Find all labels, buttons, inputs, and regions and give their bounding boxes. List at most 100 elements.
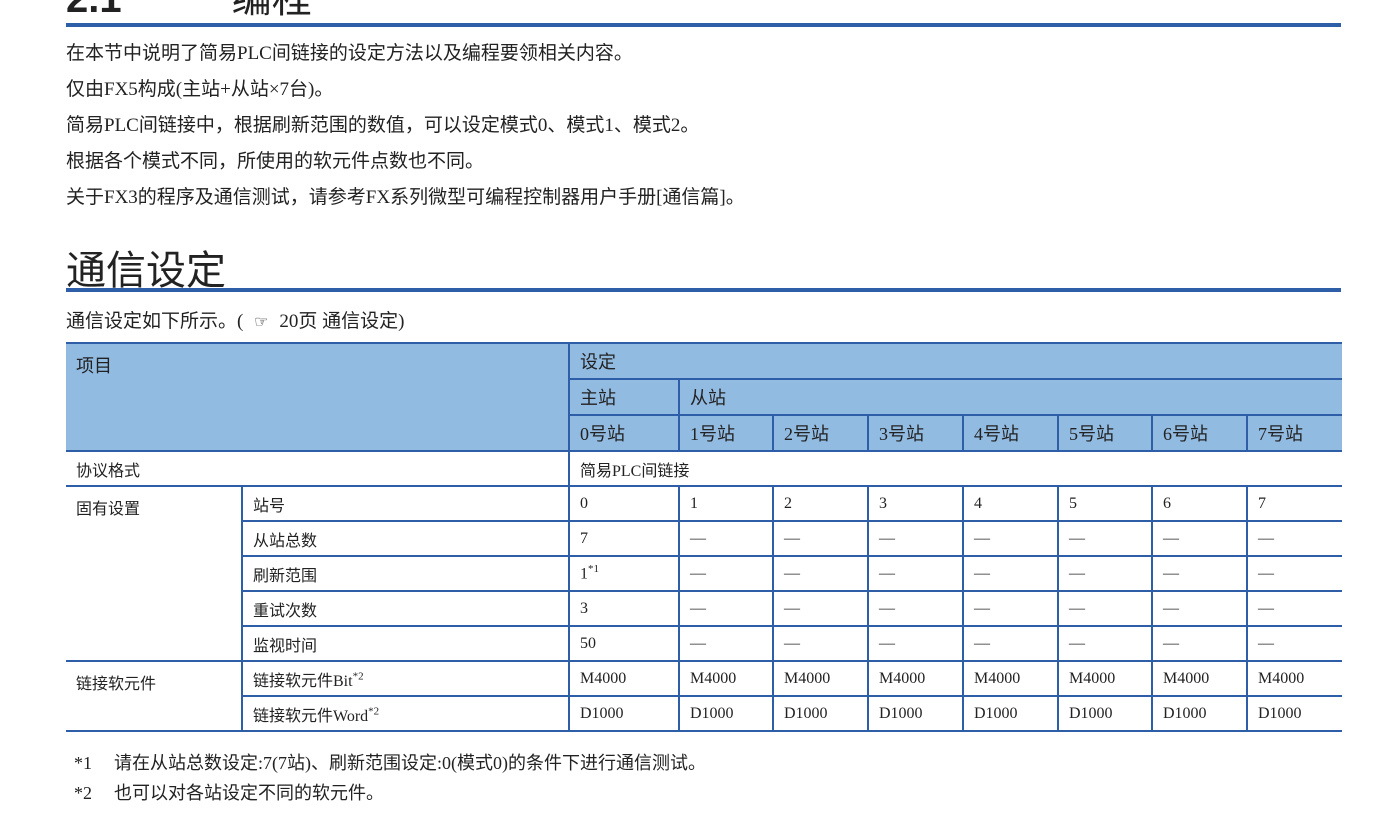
value-text: 2 <box>784 494 792 512</box>
value-cell: — <box>1246 555 1342 592</box>
header-item: 项目 <box>66 342 570 452</box>
value-text: D1000 <box>690 704 734 722</box>
section-title: 编程 <box>232 0 312 21</box>
value-cell: — <box>867 520 964 557</box>
row-name: 链接软元件Bit*2 <box>241 660 570 697</box>
intro-text: 通信设定如下所示。( ☞ 20页 通信设定) <box>66 306 404 333</box>
value-cell: M4000 <box>772 660 869 697</box>
value-text: — <box>974 599 990 617</box>
value-text: — <box>1069 599 1085 617</box>
value-text: 1 <box>690 494 698 512</box>
value-text: 3 <box>580 599 588 617</box>
value-cell: — <box>678 625 774 662</box>
paragraph: 简易PLC间链接中，根据刷新范围的数值，可以设定模式0、模式1、模式2。 <box>66 115 700 136</box>
value-cell: — <box>1057 625 1153 662</box>
value-text: M4000 <box>784 669 831 687</box>
value-cell: — <box>1151 625 1248 662</box>
pointing-hand-icon: ☞ <box>254 314 269 331</box>
header-station: 7号站 <box>1246 414 1342 452</box>
value-cell: 4 <box>962 485 1059 522</box>
value-cell: 6 <box>1151 485 1248 522</box>
value-text: — <box>690 634 706 652</box>
value-cell: D1000 <box>678 695 774 732</box>
value-cell: — <box>1246 625 1342 662</box>
value-text: — <box>690 599 706 617</box>
value-text: — <box>1069 634 1085 652</box>
value-cell: 7 <box>1246 485 1342 522</box>
settings-table: 项目 设定 主站 从站 0号站 1号站 2号站 3号站 4号站 5号站 6号站 7号站 协议格… <box>66 342 1342 732</box>
value-text: M4000 <box>1258 669 1305 687</box>
value-cell: 1 <box>678 485 774 522</box>
table-row: 重试次数 3 — — — — — — — <box>66 590 1342 627</box>
header-station: 4号站 <box>962 414 1059 452</box>
header-station: 0号站 <box>569 414 680 452</box>
value-cell: 1*1 <box>568 555 680 592</box>
footnotes: *1 请在从站总数设定:7(7站)、刷新范围设定:0(模式0)的条件下进行通信测试… <box>74 748 706 808</box>
subsection-title: 通信设定 <box>66 249 226 293</box>
value-cell: — <box>1246 520 1342 557</box>
value-text: M4000 <box>879 669 926 687</box>
value-text: — <box>784 599 800 617</box>
value-cell: — <box>1057 555 1153 592</box>
value-text: — <box>974 634 990 652</box>
value-cell: — <box>678 520 774 557</box>
value-text: D1000 <box>879 704 923 722</box>
row-name: 站号 <box>241 485 570 522</box>
value-cell: M4000 <box>678 660 774 697</box>
header-master: 主站 <box>569 378 680 416</box>
value-text: 7 <box>1258 494 1266 512</box>
section-number: 2.1 <box>66 0 122 21</box>
protocol-label: 协议格式 <box>66 450 570 487</box>
value-cell: 3 <box>867 485 964 522</box>
row-name: 刷新范围 <box>242 555 570 592</box>
value-text: — <box>690 529 706 547</box>
body-text: 在本节中说明了简易PLC间链接的设定方法以及编程要领相关内容。 仅由FX5构成(… <box>66 36 745 216</box>
value-text: 50 <box>580 634 596 652</box>
value-cell: — <box>962 555 1059 592</box>
value-cell: — <box>772 520 869 557</box>
footnote: *2 也可以对各站设定不同的软元件。 <box>74 783 384 803</box>
value-text: — <box>1069 529 1085 547</box>
value-cell: D1000 <box>962 695 1059 732</box>
paragraph: 关于FX3的程序及通信测试，请参考FX系列微型可编程控制器用户手册[通信篇]。 <box>66 187 745 208</box>
fixed-settings-label: 固有设置 <box>66 485 243 662</box>
row-name-text: 监视时间 <box>253 637 318 655</box>
value-text: — <box>1258 564 1274 582</box>
value-text: — <box>879 564 895 582</box>
value-text: D1000 <box>1163 704 1207 722</box>
value-text: 5 <box>1069 494 1077 512</box>
footnote-mark: *1 <box>588 563 599 576</box>
value-cell: — <box>772 625 869 662</box>
value-text: — <box>1258 599 1274 617</box>
paragraph: 仅由FX5构成(主站+从站×7台)。 <box>66 79 334 100</box>
value-cell: — <box>1057 520 1153 557</box>
value-cell: 0 <box>568 485 680 522</box>
value-text: 6 <box>1163 494 1171 512</box>
value-text: — <box>1258 634 1274 652</box>
value-cell: 3 <box>568 590 680 627</box>
value-text: D1000 <box>784 704 828 722</box>
value-cell: — <box>867 555 964 592</box>
value-cell: D1000 <box>772 695 869 732</box>
value-text: — <box>690 564 706 582</box>
table-row: 刷新范围 1*1 — — — — — — — <box>66 555 1342 592</box>
value-cell: M4000 <box>1057 660 1153 697</box>
value-cell: — <box>867 590 964 627</box>
footnote: *1 请在从站总数设定:7(7站)、刷新范围设定:0(模式0)的条件下进行通信测试… <box>74 753 706 773</box>
value-text: — <box>879 529 895 547</box>
header-station: 6号站 <box>1151 414 1248 452</box>
row-name-text: 从站总数 <box>253 532 318 550</box>
heading-rule <box>66 23 1341 27</box>
value-cell: — <box>1246 590 1342 627</box>
row-name: 重试次数 <box>242 590 570 627</box>
value-cell: — <box>1151 555 1248 592</box>
value-cell: M4000 <box>1246 660 1342 697</box>
value-text: 4 <box>974 494 982 512</box>
value-text: — <box>784 564 800 582</box>
page-reference-link[interactable]: 20页 通信设定) <box>279 311 405 332</box>
value-text: 1 <box>580 565 588 583</box>
header-station: 1号站 <box>678 414 774 452</box>
header-station: 2号站 <box>772 414 869 452</box>
value-cell: 2 <box>772 485 869 522</box>
intro-lead: 通信设定如下所示。( <box>66 311 244 332</box>
